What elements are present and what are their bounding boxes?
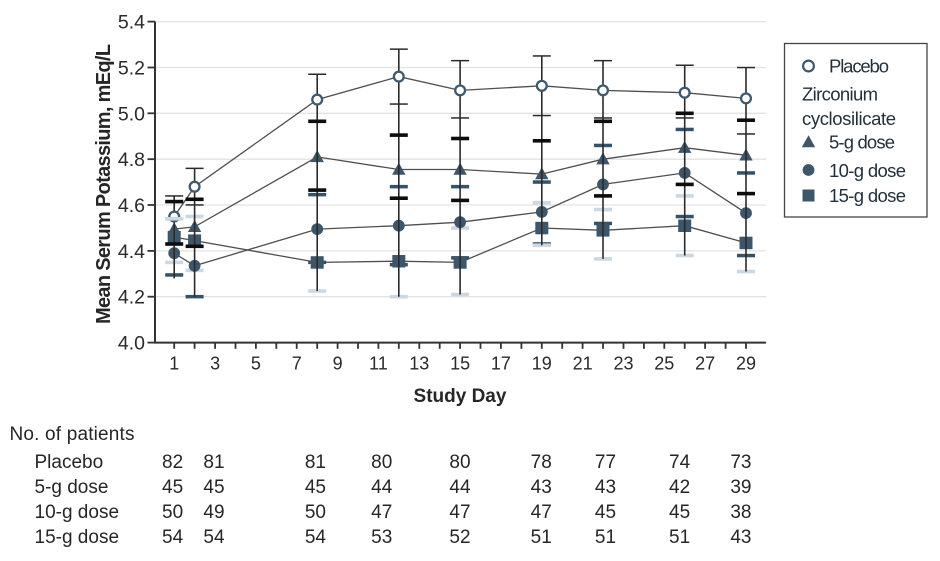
svg-text:13: 13 [409,354,429,374]
svg-text:50: 50 [162,502,183,523]
svg-text:19: 19 [532,354,552,374]
svg-text:4.4: 4.4 [118,241,145,263]
svg-text:43: 43 [730,527,751,548]
svg-text:44: 44 [449,477,471,498]
svg-text:Zirconium: Zirconium [802,84,878,105]
svg-text:45: 45 [162,477,183,498]
svg-text:47: 47 [449,502,470,523]
svg-text:23: 23 [613,354,633,374]
svg-text:5-g dose: 5-g dose [829,132,895,153]
svg-text:42: 42 [669,477,690,498]
svg-text:80: 80 [371,452,392,473]
svg-text:54: 54 [305,527,327,548]
svg-text:51: 51 [531,527,552,548]
svg-text:47: 47 [371,502,392,523]
svg-text:43: 43 [595,477,616,498]
svg-text:77: 77 [595,452,616,473]
svg-text:52: 52 [449,527,470,548]
svg-text:81: 81 [203,452,224,473]
svg-text:5.4: 5.4 [118,12,145,34]
svg-text:73: 73 [730,452,751,473]
svg-text:74: 74 [669,452,691,473]
svg-text:54: 54 [203,527,225,548]
svg-text:78: 78 [531,452,552,473]
svg-text:21: 21 [573,354,593,374]
svg-text:9: 9 [333,354,343,374]
svg-text:No. of patients: No. of patients [10,424,135,445]
svg-text:Mean Serum Potassium, mEq/L: Mean Serum Potassium, mEq/L [93,44,115,324]
svg-text:45: 45 [305,477,326,498]
svg-text:3: 3 [210,354,220,374]
svg-text:5.0: 5.0 [118,103,145,125]
svg-text:4.6: 4.6 [118,195,145,217]
svg-text:cyclosilicate: cyclosilicate [802,108,896,129]
svg-text:4.8: 4.8 [118,149,145,171]
svg-text:49: 49 [203,502,224,523]
svg-text:82: 82 [162,452,183,473]
svg-text:17: 17 [491,354,511,374]
svg-text:50: 50 [305,502,326,523]
svg-text:45: 45 [203,477,224,498]
svg-text:5: 5 [251,354,261,374]
svg-text:43: 43 [531,477,552,498]
svg-text:15: 15 [450,354,470,374]
svg-text:15-g dose: 15-g dose [35,527,120,548]
svg-text:1: 1 [169,354,179,374]
svg-text:5-g dose: 5-g dose [35,477,109,498]
svg-text:11: 11 [369,354,388,374]
svg-text:81: 81 [305,452,326,473]
svg-text:51: 51 [595,527,616,548]
svg-text:51: 51 [669,527,690,548]
svg-text:45: 45 [669,502,690,523]
svg-text:7: 7 [292,354,302,374]
svg-text:29: 29 [736,354,756,374]
svg-text:Placebo: Placebo [829,56,889,77]
svg-text:15-g dose: 15-g dose [829,185,906,206]
svg-text:53: 53 [371,527,392,548]
svg-text:25: 25 [654,354,674,374]
svg-text:Study Day: Study Day [414,386,507,407]
svg-text:27: 27 [695,354,715,374]
svg-text:4.0: 4.0 [118,333,145,355]
svg-text:80: 80 [449,452,470,473]
svg-text:47: 47 [531,502,552,523]
svg-text:5.2: 5.2 [118,58,145,80]
svg-text:4.2: 4.2 [118,287,145,309]
svg-text:10-g dose: 10-g dose [35,502,120,523]
svg-text:Placebo: Placebo [35,452,104,473]
svg-text:38: 38 [730,502,751,523]
svg-text:44: 44 [371,477,393,498]
svg-text:45: 45 [595,502,616,523]
svg-text:39: 39 [730,477,751,498]
svg-text:54: 54 [162,527,184,548]
svg-text:10-g dose: 10-g dose [829,160,906,181]
